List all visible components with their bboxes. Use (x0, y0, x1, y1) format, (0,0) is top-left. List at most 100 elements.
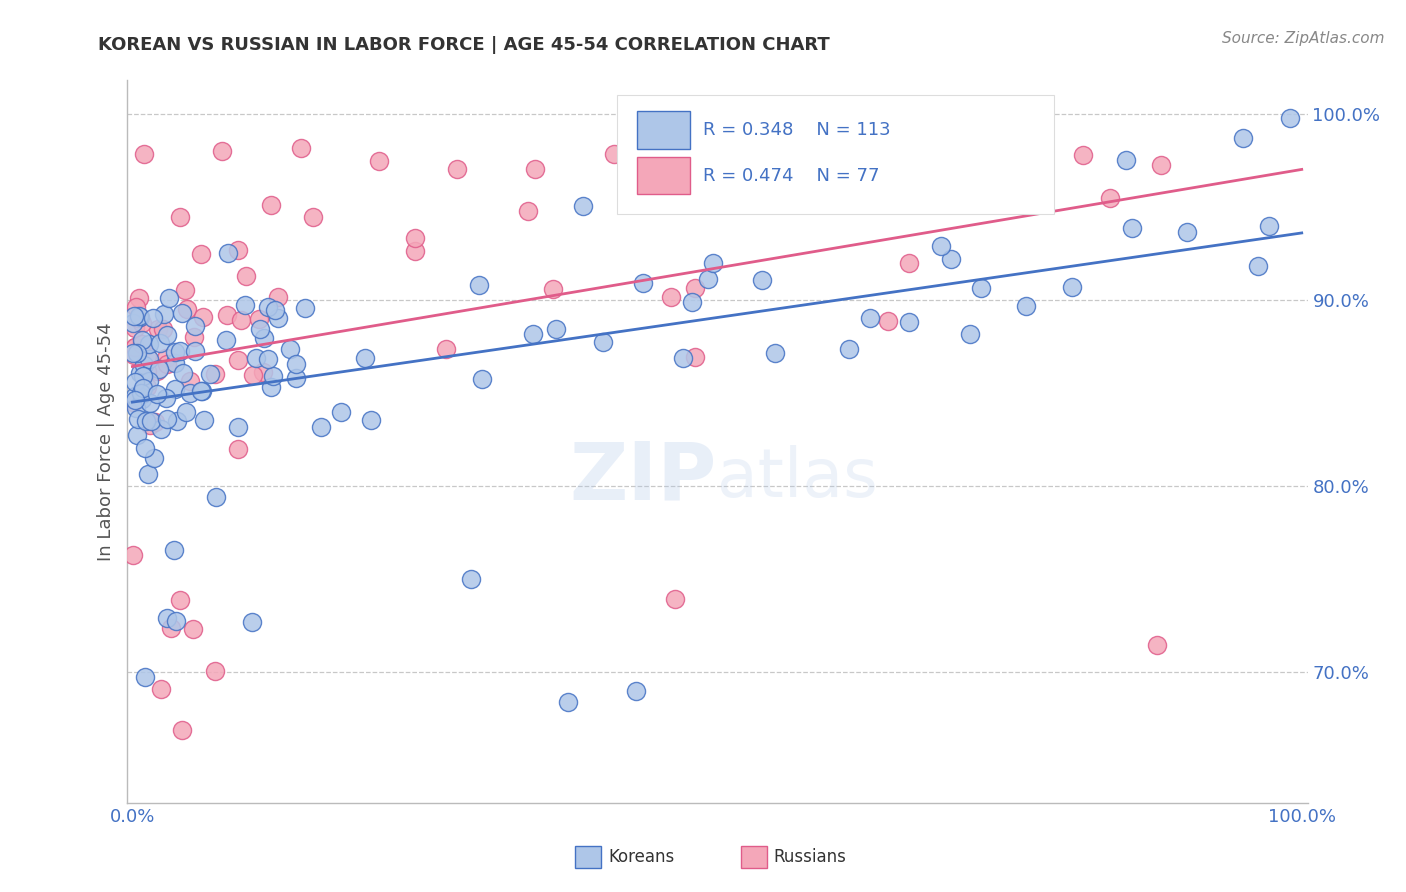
Point (146, 387, 169, 401)
Point (166, 414, 188, 428)
Point (156, 411, 179, 425)
Point (1232, 131, 1254, 145)
Point (132, 358, 155, 372)
Point (967, 142, 990, 156)
Point (434, 343, 457, 357)
Point (176, 405, 198, 419)
Point (160, 621, 183, 635)
Point (628, 158, 651, 172)
Text: R = 0.474    N = 77: R = 0.474 N = 77 (703, 167, 879, 185)
Point (131, 381, 153, 395)
Point (146, 322, 169, 336)
Point (516, 204, 538, 219)
Point (142, 311, 165, 326)
Point (659, 290, 682, 304)
Point (125, 301, 148, 315)
Point (148, 362, 170, 376)
Point (138, 337, 160, 351)
Point (1150, 158, 1173, 172)
Point (267, 310, 290, 325)
Point (139, 417, 162, 432)
Point (252, 365, 274, 379)
Point (179, 385, 201, 400)
Point (173, 283, 195, 297)
Point (226, 243, 249, 257)
Point (353, 351, 375, 366)
Point (404, 231, 426, 245)
Point (138, 467, 160, 482)
Point (240, 615, 263, 629)
Point (181, 622, 204, 636)
Point (471, 372, 494, 386)
Point (127, 411, 149, 425)
Point (522, 327, 544, 342)
Point (1247, 259, 1270, 273)
Point (129, 310, 152, 325)
Point (260, 379, 283, 393)
Point (1099, 191, 1122, 205)
Point (149, 422, 172, 436)
Point (1279, 111, 1302, 125)
Point (165, 615, 187, 629)
Point (543, 282, 565, 296)
Point (759, 171, 782, 186)
FancyBboxPatch shape (637, 157, 690, 194)
Point (128, 291, 150, 305)
Point (132, 384, 155, 398)
Point (683, 281, 706, 295)
Text: atlas: atlas (717, 445, 877, 510)
Point (697, 271, 720, 285)
Point (169, 592, 191, 607)
Point (155, 392, 177, 406)
Point (404, 244, 426, 258)
Point (702, 256, 724, 270)
Point (131, 336, 153, 351)
Point (156, 611, 179, 625)
Point (122, 310, 145, 324)
Point (233, 298, 256, 312)
Point (124, 389, 146, 403)
Point (139, 414, 162, 428)
Point (446, 162, 468, 177)
Point (970, 281, 993, 295)
Point (156, 357, 179, 371)
Point (929, 238, 952, 252)
Point (939, 252, 962, 266)
Point (226, 442, 249, 457)
Point (163, 345, 186, 359)
Point (150, 681, 173, 696)
Point (190, 384, 212, 399)
Point (124, 340, 146, 354)
Point (146, 364, 169, 378)
Point (169, 210, 191, 224)
Point (592, 335, 614, 350)
Point (247, 312, 270, 326)
Point (127, 310, 149, 325)
Point (837, 142, 859, 156)
Point (217, 246, 239, 260)
Point (994, 161, 1017, 175)
Point (226, 420, 249, 434)
Point (135, 380, 157, 394)
Point (262, 369, 284, 384)
Point (184, 319, 207, 334)
Point (122, 316, 145, 330)
Point (184, 343, 207, 358)
Point (170, 306, 193, 320)
Point (165, 382, 187, 396)
Point (124, 348, 146, 362)
Point (157, 292, 180, 306)
Point (266, 290, 288, 304)
FancyBboxPatch shape (617, 95, 1053, 214)
Point (1257, 219, 1279, 233)
Point (138, 351, 160, 366)
Point (193, 413, 215, 427)
Point (170, 723, 193, 737)
Point (152, 322, 174, 336)
Text: Koreans: Koreans (609, 848, 675, 866)
Point (1115, 153, 1137, 168)
Point (135, 364, 157, 378)
Point (367, 153, 389, 168)
Point (128, 309, 150, 323)
Point (131, 316, 153, 330)
